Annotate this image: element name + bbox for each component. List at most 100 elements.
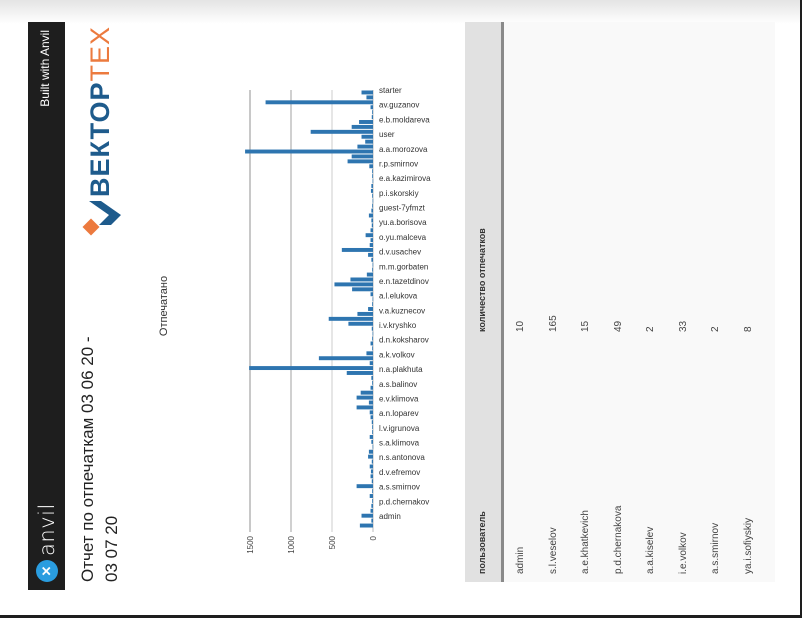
bar[interactable] — [370, 238, 373, 243]
bar[interactable] — [370, 188, 373, 193]
bar[interactable] — [372, 174, 373, 179]
bar[interactable] — [245, 149, 373, 154]
bar[interactable] — [371, 420, 374, 425]
bar[interactable] — [369, 464, 374, 469]
bar[interactable] — [370, 105, 373, 110]
bar[interactable] — [369, 164, 373, 169]
table-row[interactable]: a.s.smirnov 2 — [700, 22, 732, 582]
bar[interactable] — [371, 218, 374, 223]
bar[interactable] — [341, 247, 373, 252]
bar[interactable] — [371, 439, 374, 444]
bar[interactable] — [372, 297, 374, 302]
column-header-user[interactable]: пользователь — [477, 511, 487, 574]
bar[interactable] — [368, 252, 374, 257]
bar[interactable] — [372, 346, 373, 351]
bar[interactable] — [350, 277, 373, 282]
bar[interactable] — [369, 494, 374, 498]
bar[interactable] — [372, 380, 373, 385]
bar[interactable] — [371, 326, 374, 331]
bar[interactable] — [372, 262, 374, 267]
bar[interactable] — [371, 257, 374, 262]
table-row[interactable]: admin 10 — [505, 22, 537, 582]
bar[interactable] — [371, 208, 374, 213]
bar[interactable] — [361, 90, 374, 95]
built-with-anvil-link[interactable]: Built with Anvil — [38, 30, 52, 107]
bar[interactable] — [366, 351, 374, 356]
bar[interactable] — [328, 316, 373, 321]
bar[interactable] — [372, 198, 374, 203]
bar[interactable] — [310, 129, 373, 134]
bar[interactable] — [360, 390, 373, 395]
table-row[interactable]: a.e.khatkevich 15 — [570, 22, 602, 582]
bar[interactable] — [370, 415, 373, 420]
bar[interactable] — [370, 469, 373, 474]
bar[interactable] — [372, 302, 373, 307]
column-header-count[interactable]: количество отпечатков — [477, 228, 487, 332]
bar[interactable] — [370, 508, 373, 513]
bar[interactable] — [371, 183, 374, 188]
table-row[interactable]: a.a.kiselev 2 — [635, 22, 667, 582]
bar[interactable] — [371, 459, 374, 464]
bar[interactable] — [372, 336, 373, 341]
bar[interactable] — [371, 115, 374, 120]
bar[interactable] — [369, 243, 374, 247]
bar[interactable] — [372, 498, 373, 503]
bar[interactable] — [372, 489, 373, 494]
bar[interactable] — [249, 366, 373, 371]
bar[interactable] — [334, 282, 373, 287]
bar[interactable] — [370, 474, 373, 479]
bar[interactable] — [356, 484, 374, 489]
table-row[interactable]: ya.i.sofiyskiy 8 — [733, 22, 765, 582]
bar[interactable] — [372, 331, 374, 336]
bar[interactable] — [369, 434, 374, 439]
bar[interactable] — [372, 193, 373, 198]
table-row[interactable]: i.e.volkov 33 — [668, 22, 700, 582]
bar[interactable] — [369, 410, 374, 415]
bar[interactable] — [372, 430, 373, 435]
bar[interactable] — [357, 144, 373, 149]
bar[interactable] — [372, 179, 374, 184]
bar[interactable] — [346, 371, 373, 375]
bar[interactable] — [359, 120, 373, 124]
bar[interactable] — [361, 134, 374, 139]
anvil-logo[interactable]: ✕ anvil — [35, 503, 59, 582]
bar[interactable] — [368, 454, 374, 459]
bar[interactable] — [371, 479, 374, 484]
bar[interactable] — [370, 341, 373, 346]
bar[interactable] — [368, 400, 373, 405]
bar[interactable] — [370, 292, 373, 297]
bar[interactable] — [372, 110, 373, 115]
bar[interactable] — [356, 395, 374, 400]
bar[interactable] — [348, 321, 373, 326]
bar[interactable] — [369, 361, 374, 366]
table-row[interactable]: p.d.chernakova 49 — [603, 22, 635, 582]
bar[interactable] — [357, 311, 373, 316]
bar[interactable] — [356, 405, 374, 410]
bar[interactable] — [368, 449, 373, 454]
bar[interactable] — [372, 425, 373, 430]
bar[interactable] — [372, 444, 374, 449]
bar[interactable] — [370, 385, 373, 390]
bar[interactable] — [371, 375, 374, 380]
bar[interactable] — [366, 95, 374, 100]
bar[interactable] — [347, 159, 374, 164]
bar[interactable] — [351, 124, 373, 129]
bar[interactable] — [365, 139, 374, 144]
bar[interactable] — [352, 287, 373, 292]
bar[interactable] — [366, 272, 374, 277]
table-row[interactable]: s.l.veselov 165 — [538, 22, 570, 582]
bar[interactable] — [370, 228, 373, 233]
bar[interactable] — [365, 233, 373, 238]
bar[interactable] — [372, 169, 373, 174]
bar[interactable] — [371, 518, 374, 523]
bar[interactable] — [265, 100, 373, 105]
bar[interactable] — [318, 356, 373, 361]
bar[interactable] — [371, 503, 374, 508]
bar[interactable] — [368, 307, 374, 311]
bar[interactable] — [361, 513, 374, 518]
bar[interactable] — [371, 223, 374, 228]
bar[interactable] — [372, 267, 373, 272]
bar[interactable] — [359, 523, 374, 528]
bar[interactable] — [351, 154, 373, 159]
bar[interactable] — [372, 203, 373, 208]
